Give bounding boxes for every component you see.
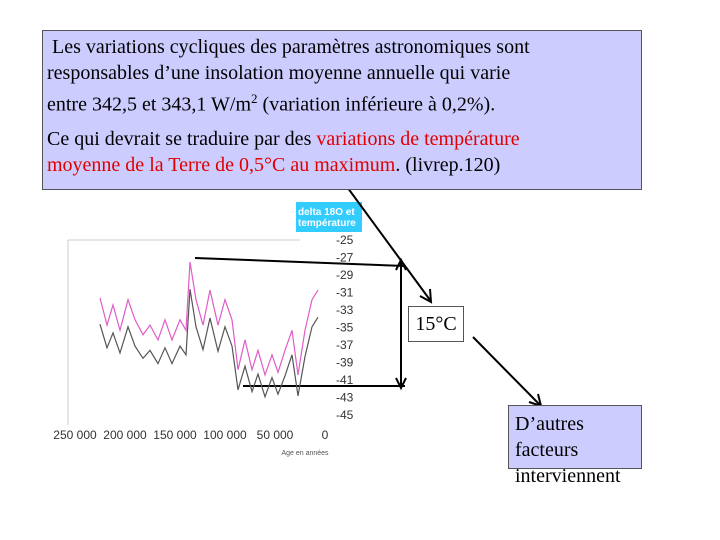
ylabel-box [296, 202, 362, 232]
x-tick-label: 200 000 [103, 428, 147, 442]
y-tick-label: -39 [336, 356, 354, 370]
y-tick-label: -37 [336, 338, 354, 352]
y-tick-label: -29 [336, 268, 354, 282]
x-axis-label: Age en années [281, 450, 329, 457]
y-tick-label: -43 [336, 391, 354, 405]
text: Ce qui devrait se traduire par des [47, 127, 317, 150]
annotations [194, 179, 543, 408]
series-line [99, 289, 319, 399]
y-tick-label: -31 [336, 286, 354, 300]
y-tick-label: -45 [336, 408, 354, 422]
text: (variation inférieure à 0,2%). [257, 93, 496, 116]
text-box: Les variations cycliques des paramètres … [42, 30, 642, 190]
y-axis-label: delta 18O et température [298, 207, 356, 229]
series-line [99, 261, 319, 377]
y-tick-label: -35 [336, 321, 354, 335]
text: . (livrep.120) [395, 153, 501, 176]
y-tick-label: -25 [336, 233, 354, 247]
y-tick-label: -41 [336, 373, 354, 387]
paragraph: Les variations cycliques des paramètres … [47, 34, 637, 118]
text: interviennent [515, 465, 621, 487]
text: D’autres facteurs [515, 413, 584, 461]
text: responsables d’une insolation moyenne an… [47, 62, 511, 84]
x-tick-label: 50 000 [257, 428, 294, 442]
x-tick-label: 150 000 [153, 428, 197, 442]
other-factors-box: D’autres facteurs interviennent [508, 405, 642, 487]
x-tick-label: 250 000 [53, 428, 97, 442]
highlight: moyenne de la Terre de 0,5°C au maximum [47, 153, 396, 176]
superscript: 2 [251, 91, 258, 106]
x-tick-label: 100 000 [203, 428, 247, 442]
text: Les variations cycliques des paramètres … [52, 36, 530, 58]
text: entre 342,5 et 343,1 W/m [47, 93, 252, 116]
highlight: variations de température [316, 127, 520, 150]
x-tick-label: 0 [322, 428, 329, 442]
paragraph: Ce qui devrait se traduire par des varia… [47, 126, 637, 178]
y-tick-label: -27 [336, 251, 354, 265]
amplitude-label: 15°C [408, 306, 464, 342]
y-tick-label: -33 [336, 303, 354, 317]
